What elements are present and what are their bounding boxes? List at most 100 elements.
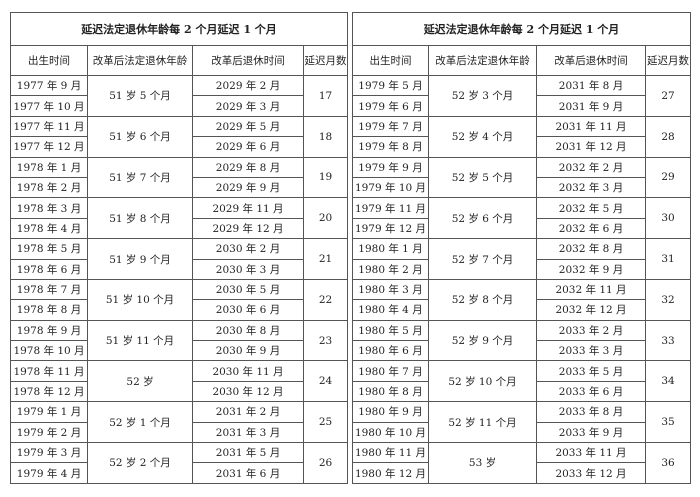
birth-date: 1977 年 11 月 xyxy=(10,115,88,138)
delay-months: 35 xyxy=(645,401,691,444)
retirement-age: 51 岁 11 个月 xyxy=(87,319,193,362)
retirement-date: 2033 年 11 月 xyxy=(536,442,646,464)
table-right: 延迟法定退休年龄每 2 个月延迟 1 个月 出生时间 改革后法定退休年龄 改革后退休时… xyxy=(352,12,691,484)
delay-months: 25 xyxy=(303,401,348,444)
retirement-date: 2030 年 3 月 xyxy=(192,258,304,280)
table-title: 延迟法定退休年龄每 2 个月延迟 1 个月 xyxy=(352,12,691,46)
birth-date: 1979 年 6 月 xyxy=(352,95,429,117)
data-row: 1977 年 9 月 51 岁 5 个月 2029 年 2 月 17 xyxy=(10,74,348,117)
data-row: 1980 年 7 月 52 岁 10 个月 2033 年 5 月 34 xyxy=(352,360,691,403)
retirement-age: 51 岁 10 个月 xyxy=(87,278,193,321)
retirement-date: 2032 年 8 月 xyxy=(536,238,646,260)
data-row: 1978 年 11 月 52 岁 2030 年 11 月 24 xyxy=(10,360,348,403)
data-row: 1979 年 2 月 2031 年 3 月 xyxy=(10,421,348,444)
retirement-age: 51 岁 6 个月 xyxy=(87,115,193,158)
retirement-date: 2031 年 9 月 xyxy=(536,95,646,117)
birth-date: 1978 年 10 月 xyxy=(10,340,88,362)
retirement-date: 2032 年 9 月 xyxy=(536,258,646,280)
data-row: 1980 年 12 月 2033 年 12 月 xyxy=(352,462,691,484)
birth-date: 1978 年 8 月 xyxy=(10,299,88,321)
data-row: 1980 年 8 月 2033 年 6 月 xyxy=(352,380,691,403)
column-header: 延迟月数 xyxy=(645,45,691,76)
birth-date: 1978 年 1 月 xyxy=(10,156,88,178)
birth-date: 1979 年 1 月 xyxy=(10,401,88,423)
retirement-date: 2031 年 12 月 xyxy=(536,136,646,158)
birth-date: 1980 年 3 月 xyxy=(352,278,429,301)
retirement-date: 2029 年 8 月 xyxy=(192,156,304,178)
retirement-date: 2030 年 6 月 xyxy=(192,299,304,321)
data-row: 1979 年 1 月 52 岁 1 个月 2031 年 2 月 25 xyxy=(10,401,348,444)
birth-date: 1979 年 9 月 xyxy=(352,156,429,178)
data-row: 1979 年 4 月 2031 年 6 月 xyxy=(10,462,348,484)
birth-date: 1979 年 4 月 xyxy=(10,462,88,484)
data-row: 1978 年 2 月 2029 年 9 月 xyxy=(10,176,348,199)
retirement-date: 2030 年 8 月 xyxy=(192,319,304,342)
retirement-date: 2029 年 2 月 xyxy=(192,74,304,97)
data-row: 1978 年 3 月 51 岁 8 个月 2029 年 11 月 20 xyxy=(10,197,348,240)
birth-date: 1979 年 12 月 xyxy=(352,217,429,240)
retirement-date: 2031 年 5 月 xyxy=(192,442,304,464)
retirement-age: 52 岁 9 个月 xyxy=(428,319,537,362)
delay-months: 20 xyxy=(303,197,348,240)
birth-date: 1980 年 2 月 xyxy=(352,258,429,280)
birth-date: 1980 年 12 月 xyxy=(352,462,429,484)
retirement-date: 2033 年 8 月 xyxy=(536,401,646,423)
retirement-date: 2030 年 2 月 xyxy=(192,238,304,260)
data-row: 1980 年 5 月 52 岁 9 个月 2033 年 2 月 33 xyxy=(352,319,691,362)
birth-date: 1980 年 9 月 xyxy=(352,401,429,423)
birth-date: 1980 年 4 月 xyxy=(352,299,429,321)
retirement-age: 52 岁 3 个月 xyxy=(428,75,537,117)
birth-date: 1980 年 6 月 xyxy=(352,340,429,362)
retirement-date: 2031 年 6 月 xyxy=(192,462,304,484)
retirement-age: 53 岁 xyxy=(428,442,537,484)
data-row: 1978 年 5 月 51 岁 9 个月 2030 年 2 月 21 xyxy=(10,238,348,280)
delay-months: 22 xyxy=(303,278,348,321)
data-row: 1980 年 9 月 52 岁 11 个月 2033 年 8 月 35 xyxy=(352,401,691,444)
birth-date: 1978 年 7 月 xyxy=(10,278,88,301)
data-row: 1979 年 3 月 52 岁 2 个月 2031 年 5 月 26 xyxy=(10,442,348,484)
data-row: 1980 年 1 月 52 岁 7 个月 2032 年 8 月 31 xyxy=(352,238,691,280)
birth-date: 1980 年 8 月 xyxy=(352,380,429,403)
data-row: 1979 年 11 月 52 岁 6 个月 2032 年 5 月 30 xyxy=(352,197,691,240)
column-header: 改革后法定退休年龄 xyxy=(428,45,537,76)
retirement-age: 51 岁 8 个月 xyxy=(87,197,193,240)
data-row: 1978 年 7 月 51 岁 10 个月 2030 年 5 月 22 xyxy=(10,278,348,321)
column-header: 改革后退休时间 xyxy=(192,45,304,76)
retirement-date: 2033 年 2 月 xyxy=(536,319,646,342)
column-header: 出生时间 xyxy=(10,45,88,76)
delay-months: 36 xyxy=(645,442,691,484)
retirement-date: 2031 年 8 月 xyxy=(536,74,646,97)
retirement-date: 2033 年 6 月 xyxy=(536,380,646,403)
delay-months: 28 xyxy=(645,115,691,158)
column-header: 出生时间 xyxy=(352,45,429,76)
retirement-age: 52 岁 7 个月 xyxy=(428,238,537,280)
retirement-date: 2032 年 6 月 xyxy=(536,217,646,240)
retirement-date: 2029 年 6 月 xyxy=(192,136,304,158)
delay-months: 34 xyxy=(645,360,691,403)
data-row: 1980 年 11 月 53 岁 2033 年 11 月 36 xyxy=(352,442,691,484)
data-row: 1978 年 6 月 2030 年 3 月 xyxy=(10,258,348,280)
data-row: 1979 年 6 月 2031 年 9 月 xyxy=(352,95,691,117)
retirement-date: 2032 年 5 月 xyxy=(536,197,646,219)
birth-date: 1980 年 5 月 xyxy=(352,319,429,342)
birth-date: 1978 年 5 月 xyxy=(10,238,88,260)
birth-date: 1978 年 12 月 xyxy=(10,380,88,403)
retirement-date: 2029 年 9 月 xyxy=(192,176,304,199)
delay-months: 33 xyxy=(645,319,691,362)
retirement-age: 52 岁 8 个月 xyxy=(428,278,537,321)
delay-months: 24 xyxy=(303,360,348,403)
birth-date: 1980 年 1 月 xyxy=(352,238,429,260)
data-row: 1980 年 3 月 52 岁 8 个月 2032 年 11 月 32 xyxy=(352,278,691,321)
retirement-date: 2032 年 2 月 xyxy=(536,156,646,178)
birth-date: 1977 年 10 月 xyxy=(10,95,88,117)
retirement-date: 2030 年 12 月 xyxy=(192,380,304,403)
data-row: 1979 年 10 月 2032 年 3 月 xyxy=(352,176,691,199)
delay-months: 31 xyxy=(645,238,691,280)
retirement-age: 52 岁 2 个月 xyxy=(87,442,193,484)
data-row: 1979 年 9 月 52 岁 5 个月 2032 年 2 月 29 xyxy=(352,156,691,199)
retirement-date: 2032 年 12 月 xyxy=(536,299,646,321)
data-row: 1978 年 10 月 2030 年 9 月 xyxy=(10,340,348,362)
delay-months: 21 xyxy=(303,238,348,280)
data-row: 1978 年 9 月 51 岁 11 个月 2030 年 8 月 23 xyxy=(10,319,348,362)
